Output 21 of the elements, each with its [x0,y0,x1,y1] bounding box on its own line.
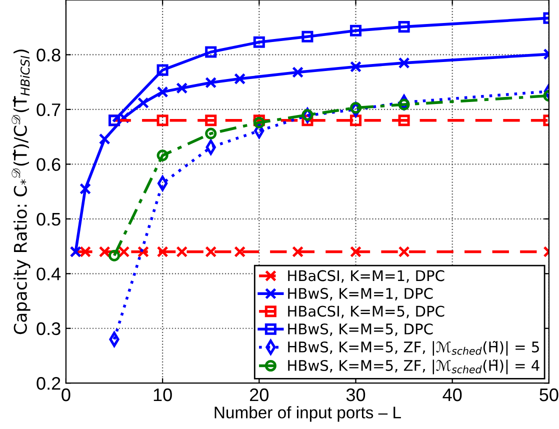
legend-label: HBwS, K=M=1, DPC [288,288,433,300]
legend-label: HBaCSI, K=M=5, DPC [288,306,444,318]
y-tick-label: 0.7 [36,103,60,116]
x-tick-label: 50 [540,388,558,402]
y-tick-label: 0.5 [36,212,60,226]
x-tick-label: 10 [154,388,172,402]
y-tick-label: 0.8 [36,48,60,62]
y-axis-title: Capacity Ratio: C$_{*}$$^{𝒟}$(T̂)/C$^{𝒟}$(T̂$_{HBiCSI}$) [12,50,30,334]
x-tick-label: 40 [442,388,462,402]
y-tick-label: 0.6 [36,158,60,171]
y-tick-label: 0.2 [36,377,60,390]
y-tick-label: 0.3 [36,322,60,336]
legend-label: HBaCSI, K=M=1, DPC [288,270,444,283]
legend-label: HBwS, K=M=5, DPC [288,323,433,336]
x-tick-label: 20 [250,388,268,402]
x-axis-title: Number of input ports – L [214,406,401,422]
legend-label: HBwS, K=M=5, ZF, |ℳ$_{sched}$(H̃)| = 5 [288,340,539,356]
x-tick-label: 0 [62,388,70,402]
legend-label: HBwS, K=M=5, ZF, |ℳ$_{sched}$(H̃)| = 4 [288,359,540,374]
y-tick-label: 0.4 [36,268,61,280]
x-tick-label: 30 [346,388,366,402]
